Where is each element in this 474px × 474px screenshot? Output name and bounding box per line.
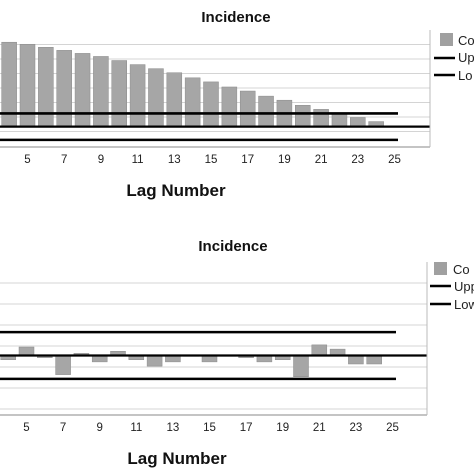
bottom-chart-title: Incidence: [198, 238, 267, 255]
top-x-tick-label: 13: [168, 154, 181, 166]
bottom-legend-label-low: Low: [454, 297, 474, 312]
top-bar-lag-7: [56, 50, 72, 127]
bottom-bars: [0, 344, 382, 377]
top-x-tick-label: 25: [388, 154, 401, 166]
bottom-legend-label-co: Co: [453, 262, 470, 277]
bot-x-tick-label: 5: [23, 422, 29, 434]
top-bar-lag-14: [184, 77, 201, 127]
top-bar-lag-13: [166, 72, 183, 127]
bot-bar-lag-7: [55, 355, 71, 375]
top-x-tick-label: 19: [278, 154, 291, 166]
top-x-tick-label: 17: [241, 154, 254, 166]
top-legend: Co Upp Lo: [434, 33, 474, 83]
bottom-chart: Incidence 5 7 9 11 13 15 17 19 21 23 25 Lag Number…: [0, 238, 474, 468]
bot-x-tick-label: 7: [60, 422, 66, 434]
bot-bar-lag-24: [366, 355, 382, 365]
top-bar-lag-21: [313, 109, 329, 127]
bot-x-tick-label: 9: [96, 422, 102, 434]
bottom-legend-swatch-co: [434, 262, 447, 275]
top-bar-lag-18: [258, 95, 274, 127]
bottom-gridlines: [0, 282, 427, 410]
top-plot-area: [0, 30, 431, 148]
bot-x-tick-label: 15: [203, 422, 216, 434]
top-bar-lag-17: [239, 90, 256, 127]
top-bar-lag-6: [38, 47, 54, 127]
top-x-tick-labels: 5 7 9 11 13 15 17 19 21 23 25: [24, 154, 401, 166]
top-bar-lag-10: [111, 60, 127, 127]
top-legend-label-lo: Lo: [458, 68, 472, 83]
bot-x-tick-label: 17: [240, 422, 253, 434]
top-bar-lag-12: [148, 68, 164, 127]
top-x-tick-label: 9: [98, 154, 104, 166]
top-legend-swatch-co: [440, 33, 453, 46]
top-chart-title: Incidence: [201, 9, 270, 26]
top-x-tick-label: 15: [205, 154, 218, 166]
top-bar-lag-16: [221, 86, 238, 127]
top-x-tick-label: 5: [24, 154, 30, 166]
bot-x-tick-label: 11: [130, 422, 142, 434]
top-bar-lag-23: [350, 117, 366, 127]
top-bar-lag-22: [331, 113, 348, 127]
top-chart: Incidence 5 7 9 11 13 15 17 19 21 23 25 Lag Number…: [0, 9, 474, 200]
top-bar-lag-9: [93, 56, 109, 127]
bot-x-tick-label: 25: [386, 422, 399, 434]
top-legend-label-upp: Upp: [458, 50, 474, 65]
bot-x-tick-label: 19: [276, 422, 289, 434]
top-limit-lines: [0, 112, 430, 142]
top-bar-lag-8: [74, 53, 91, 127]
bottom-x-axis-label: Lag Number: [127, 449, 227, 468]
bot-x-tick-label: 21: [313, 422, 326, 434]
top-bar-lag-11: [129, 64, 146, 127]
top-bar-lag-20: [295, 105, 311, 127]
top-x-tick-label: 21: [315, 154, 328, 166]
bot-bar-lag-21: [311, 344, 328, 356]
bot-bar-lag-12: [146, 355, 163, 367]
bot-x-tick-label: 13: [167, 422, 180, 434]
bot-bar-lag-23: [348, 355, 364, 365]
bottom-x-tick-labels: 5 7 9 11 13 15 17 19 21 23 25: [23, 422, 399, 434]
bottom-plot-area: [0, 262, 428, 416]
bottom-legend-label-upp: Upp: [454, 279, 474, 294]
bot-bar-lag-5: [18, 346, 35, 356]
bottom-limit-lines: [0, 330, 427, 381]
top-x-axis-label: Lag Number: [126, 181, 226, 200]
top-legend-label-co: Co: [458, 33, 474, 48]
top-x-tick-label: 11: [132, 154, 144, 166]
top-x-tick-label: 23: [351, 154, 364, 166]
bottom-plot-background: [0, 262, 427, 415]
bottom-legend: Co Upp Low: [430, 262, 474, 312]
top-bar-lag-15: [203, 81, 219, 127]
top-bars: [1, 41, 384, 127]
top-x-tick-label: 7: [61, 154, 67, 166]
bot-x-tick-label: 23: [350, 422, 363, 434]
bot-bar-lag-20: [293, 355, 309, 377]
